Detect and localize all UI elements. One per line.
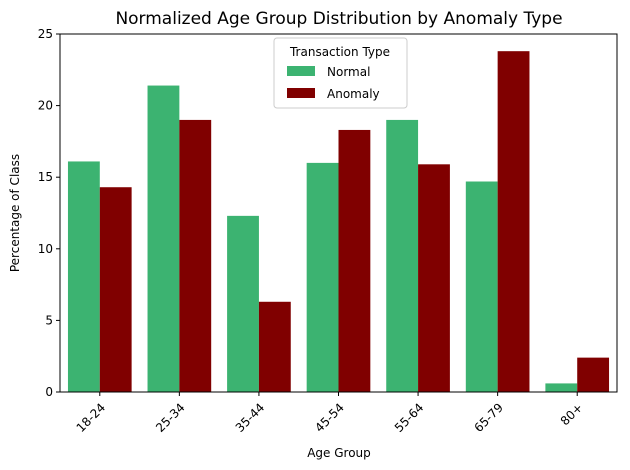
bar-anomaly-45-54 [338,129,371,392]
x-tick-label: 18-24 [74,400,109,435]
bar-normal-35-44 [227,215,259,392]
bar-normal-18-24 [67,161,100,392]
y-axis: 0 5 10 15 20 25 [38,27,60,399]
legend: Transaction Type Normal Anomaly [273,37,408,109]
x-tick-label: 80+ [558,400,586,428]
chart-title: Normalized Age Group Distribution by Ano… [115,9,562,29]
x-tick-label: 65-79 [471,400,506,435]
plot-area [59,33,618,393]
x-axis-label: Age Group [307,446,371,460]
bar-normal-25-34 [147,85,180,393]
legend-swatch-anomaly [287,88,315,98]
y-tick-label: 10 [38,242,53,256]
y-tick-label: 15 [38,170,53,184]
bar-anomaly-65-79 [497,51,530,393]
x-tick-label: 35-44 [233,400,268,435]
bar-anomaly-35-44 [258,301,291,392]
y-tick-label: 20 [38,99,53,113]
y-tick-label: 5 [45,313,53,327]
bar-anomaly-55-64 [418,164,450,392]
legend-label-normal: Normal [327,65,370,79]
y-axis-label: Percentage of Class [8,154,22,272]
legend-swatch-normal [287,66,315,76]
bar-normal-80+ [545,383,578,392]
x-tick-label: 55-64 [392,400,427,435]
bar-anomaly-25-34 [179,119,212,393]
y-tick-label: 25 [38,27,53,41]
bar-normal-65-79 [465,181,498,392]
x-axis: 18-24 25-34 35-44 45-54 55-64 65-79 80+ [74,392,586,435]
legend-title: Transaction Type [289,45,390,59]
bar-anomaly-80+ [577,357,610,392]
bar-normal-55-64 [386,119,419,393]
x-tick-label: 45-54 [312,400,347,435]
bar-anomaly-18-24 [99,187,132,392]
legend-label-anomaly: Anomaly [327,87,380,101]
x-tick-label: 25-34 [153,400,188,435]
y-tick-label: 0 [45,385,53,399]
bar-normal-45-54 [306,162,339,392]
